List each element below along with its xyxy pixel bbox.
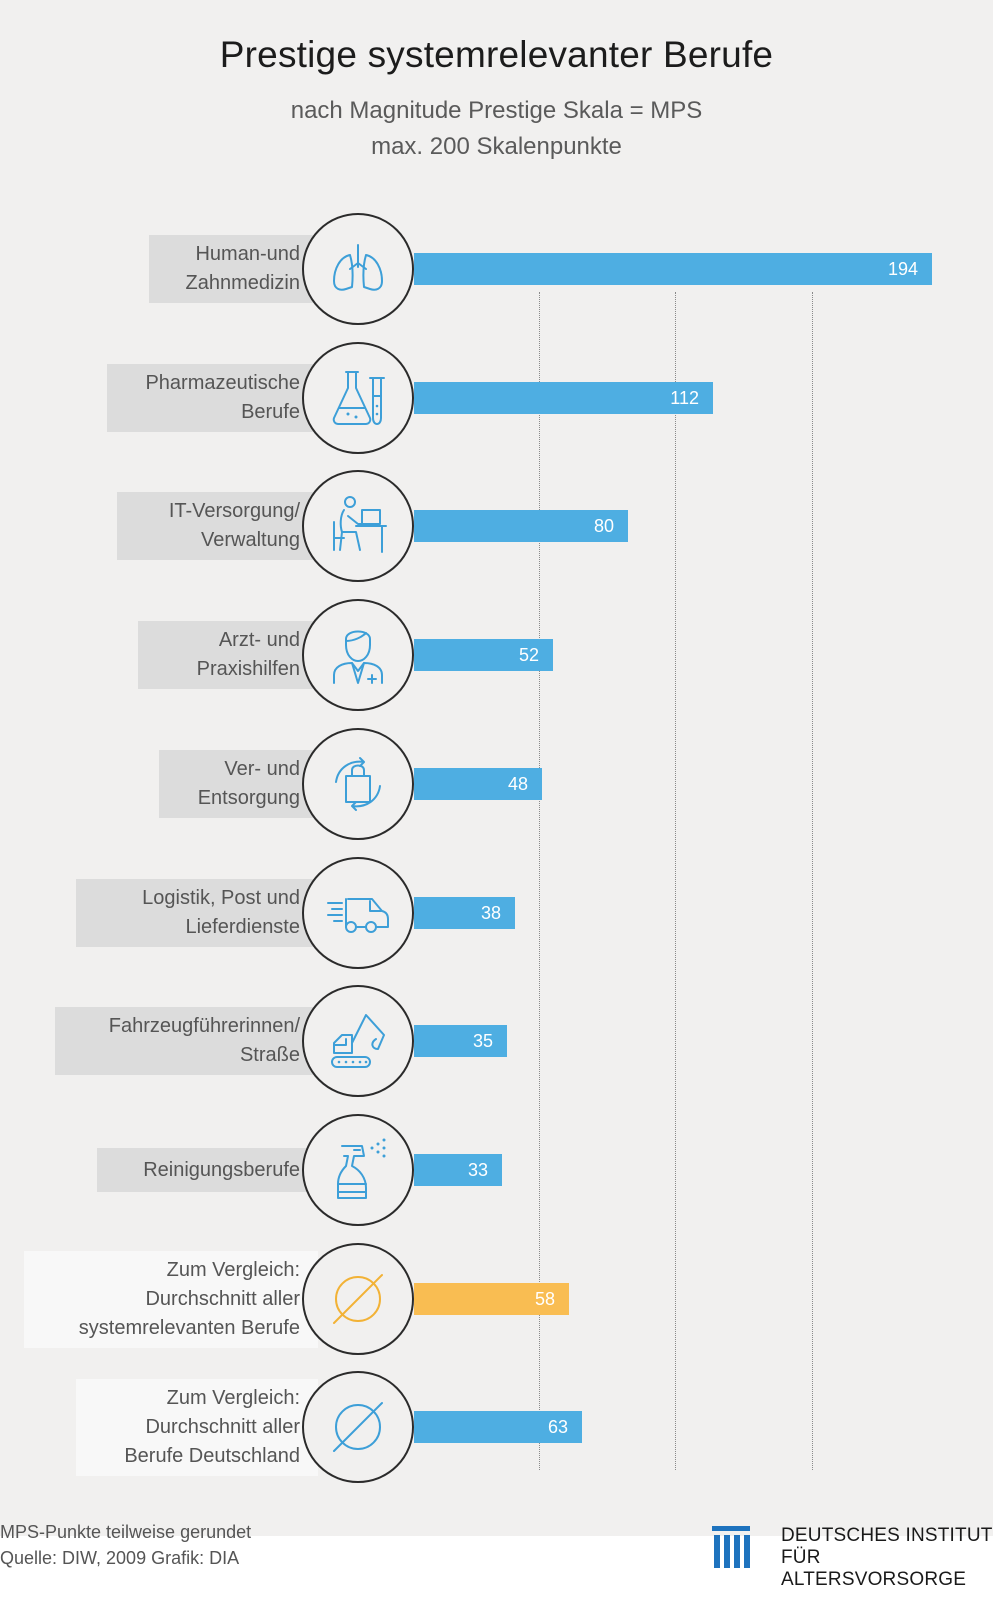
dia-logo-icon — [712, 1526, 750, 1568]
category-label-line: Berufe Deutschland — [124, 1444, 300, 1467]
bar: 52 — [414, 639, 553, 671]
bar-value-label: 194 — [887, 259, 918, 279]
logo-text-line-2: FÜR ALTERSVORSORGE — [781, 1547, 967, 1590]
category-label-line: Fahrzeugführerinnen/ — [108, 1015, 300, 1037]
category-label: Human-und Zahnmedizin — [149, 235, 318, 303]
footer: MPS-Punkte teilweise gerundet Quelle: DI… — [0, 1522, 993, 1600]
bar-value-label: 52 — [518, 645, 539, 665]
category-label-line: Lieferdienste — [185, 916, 300, 938]
bar: 194 — [414, 253, 932, 285]
icon-circle — [302, 1371, 414, 1483]
category-label-line: Durchschnitt aller — [145, 1287, 300, 1310]
medical-staff-icon — [326, 623, 390, 687]
subtitle-line-2: max. 200 Skalenpunkte — [371, 133, 622, 160]
category-label: Reinigungsberufe — [97, 1148, 318, 1192]
category-label-line: Zum Vergleich: — [166, 1386, 300, 1409]
category-label-line: Entsorgung — [197, 787, 300, 809]
spray-bottle-icon — [326, 1138, 390, 1202]
category-label: Logistik, Post und Lieferdienste — [76, 879, 318, 947]
category-label: Arzt- und Praxishilfen — [138, 621, 318, 689]
icon-circle — [302, 985, 414, 1097]
category-label-line: Berufe — [241, 401, 300, 423]
category-label-line: Reinigungsberufe — [143, 1158, 300, 1181]
category-label-line: systemrelevanten Berufe — [78, 1316, 300, 1339]
category-label: IT-Versorgung/Verwaltung — [117, 492, 318, 560]
average-symbol-icon — [326, 1267, 390, 1331]
icon-circle — [302, 1243, 414, 1355]
footnote-rounding: MPS-Punkte teilweise gerundet — [0, 1522, 252, 1542]
recycling-bag-icon — [326, 752, 390, 816]
bar-value-label: 48 — [507, 774, 528, 794]
category-label-line: Praxishilfen — [196, 658, 300, 680]
category-label-line: Verwaltung — [201, 529, 300, 551]
bar-value-label: 38 — [480, 903, 501, 923]
category-label-line: Straße — [239, 1044, 300, 1066]
bar: 80 — [414, 510, 628, 542]
bar: 48 — [414, 768, 542, 800]
average-symbol-icon — [326, 1395, 390, 1459]
category-label: Ver- und Entsorgung — [159, 750, 318, 818]
category-label-line: Zahnmedizin — [185, 272, 300, 294]
icon-circle — [302, 470, 414, 582]
office-worker-icon — [326, 494, 390, 558]
icon-circle — [302, 599, 414, 711]
bar: 35 — [414, 1025, 507, 1057]
category-label: Pharmazeutische Berufe — [107, 364, 318, 432]
category-label-line: Durchschnitt aller — [145, 1415, 300, 1438]
category-label-line: Ver- und — [224, 758, 300, 780]
icon-circle — [302, 1114, 414, 1226]
bar-value-label: 80 — [593, 516, 614, 536]
gridline-150 — [812, 292, 813, 1470]
category-label: Zum Vergleich: Durchschnitt aller Berufe D… — [76, 1378, 318, 1476]
category-label-line: Pharmazeutische — [145, 372, 300, 394]
gridline-100 — [675, 292, 676, 1470]
category-label-line: Logistik, Post und — [142, 887, 300, 909]
icon-circle — [302, 728, 414, 840]
icon-circle — [302, 342, 414, 454]
category-label: Zum Vergleich: Durchschnitt aller systemre… — [24, 1250, 318, 1348]
bar: 38 — [414, 897, 515, 929]
category-label-line: Arzt- und — [218, 629, 300, 651]
bar-value-label: 33 — [467, 1160, 488, 1180]
bar: 63 — [414, 1411, 582, 1443]
delivery-van-icon — [326, 881, 390, 945]
bar: 112 — [414, 382, 713, 414]
subtitle-line-1: nach Magnitude Prestige Skala = MPS — [290, 97, 703, 124]
lab-flasks-icon — [326, 366, 390, 430]
bar: 58 — [414, 1283, 569, 1315]
page-title: Prestige systemrelevanter Berufe — [219, 34, 774, 75]
bar-value-label: 35 — [472, 1031, 493, 1051]
footnote-source: Quelle: DIW, 2009 Grafik: DIA — [0, 1548, 240, 1568]
bar-value-label: 58 — [534, 1289, 555, 1309]
excavator-icon — [326, 1009, 390, 1073]
icon-circle — [302, 213, 414, 325]
category-label-line: Human-und — [195, 243, 300, 265]
logo-text-line-1: DEUTSCHES INSTITUT — [781, 1525, 993, 1546]
category-label: Fahrzeugführerinnen/Straße — [55, 1007, 318, 1075]
bar: 33 — [414, 1154, 502, 1186]
bar-value-label: 112 — [670, 388, 699, 408]
category-label-line: IT-Versorgung/ — [168, 500, 300, 522]
icon-circle — [302, 857, 414, 969]
category-label-line: Zum Vergleich: — [166, 1258, 300, 1281]
gridline-50 — [539, 292, 540, 1470]
lungs-icon — [326, 237, 390, 301]
bar-value-label: 63 — [547, 1417, 568, 1437]
